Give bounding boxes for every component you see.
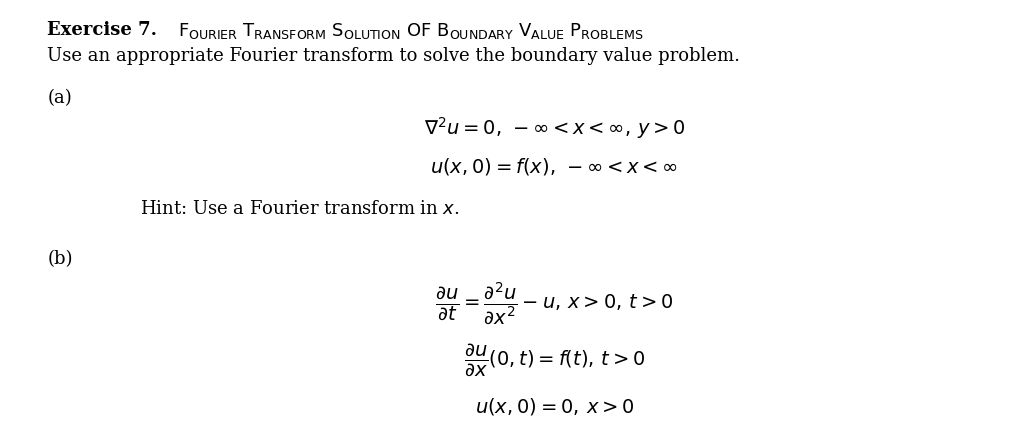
Text: (a): (a) <box>47 88 72 106</box>
Text: (b): (b) <box>47 250 73 268</box>
Text: Use an appropriate Fourier transform to solve the boundary value problem.: Use an appropriate Fourier transform to … <box>47 47 740 65</box>
Text: Exercise 7.: Exercise 7. <box>47 21 157 39</box>
Text: $\dfrac{\partial u}{\partial t} = \dfrac{\partial^2 u}{\partial x^2} - u,\, x > : $\dfrac{\partial u}{\partial t} = \dfrac… <box>435 280 674 325</box>
Text: $\dfrac{\partial u}{\partial x}(0,t) = f(t),\, t > 0$: $\dfrac{\partial u}{\partial x}(0,t) = f… <box>464 341 645 377</box>
Text: $u(x, 0) = f(x),\, -\infty < x < \infty$: $u(x, 0) = f(x),\, -\infty < x < \infty$ <box>430 156 679 177</box>
Text: $u(x, 0) = 0,\, x > 0$: $u(x, 0) = 0,\, x > 0$ <box>474 395 635 416</box>
Text: $\mathrm{F}_\mathrm{OURIER}$ $\mathrm{T}_\mathrm{RANSFORM}$ $\mathrm{S}_\mathrm{: $\mathrm{F}_\mathrm{OURIER}$ $\mathrm{T}… <box>178 21 643 41</box>
Text: $\nabla^2 u = 0,\, -\infty < x < \infty,\, y > 0$: $\nabla^2 u = 0,\, -\infty < x < \infty,… <box>423 115 685 141</box>
Text: Hint: Use a Fourier transform in $x$.: Hint: Use a Fourier transform in $x$. <box>140 199 459 217</box>
